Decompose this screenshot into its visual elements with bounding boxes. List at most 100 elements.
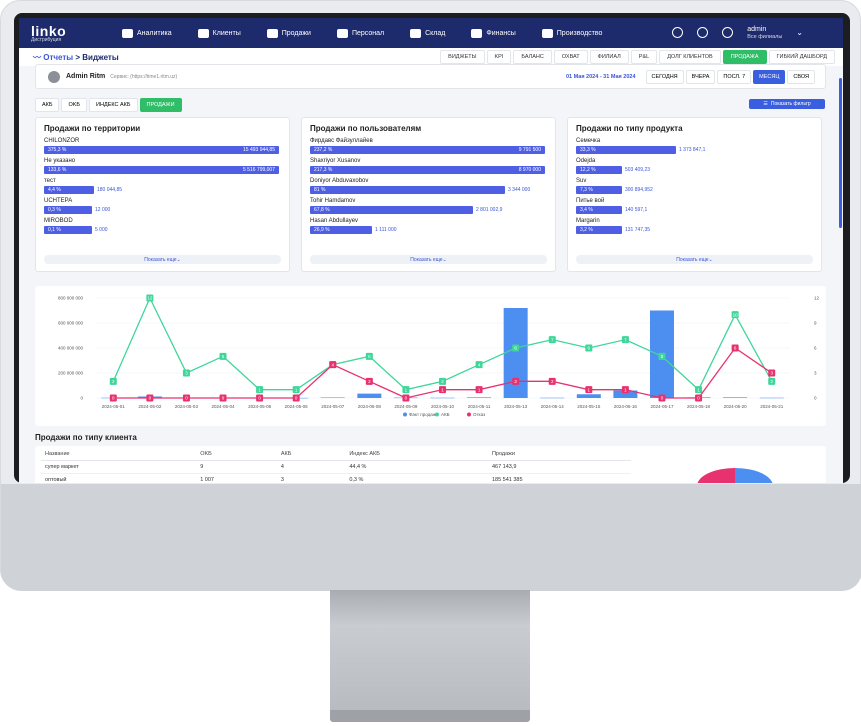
table-header[interactable]: Название [41,448,197,461]
user-icon [722,27,734,39]
show-more-button[interactable]: Показать еще ⌄ [310,255,547,264]
widget-row: Margarin 3,2 % 131 747,35 [576,217,821,237]
period-button-4[interactable]: СВОЯ [787,69,815,84]
widget-row-bar-wrap: 237,2 % 9 791 500 [310,145,555,154]
widget-row: Shaxriyor Xusanov 217,3 % 8 970 000 [310,157,555,177]
show-more-button[interactable]: Показать еще ⌄ [576,255,813,264]
logo[interactable]: linko Дистрибуция [19,24,99,43]
y-left-tick-label: 600 000 000 [58,321,84,326]
metric-tab-0[interactable]: АКБ [35,98,60,112]
widget-row-percent: 375,3 % [48,146,67,153]
data-label: 1 [588,387,591,392]
metric-tab-3[interactable]: ПРОДАЖИ [139,98,182,112]
user-menu[interactable]: admin Все филиалы [747,26,782,40]
widget-row-bar-wrap: 7,3 % 300 894,952 [576,185,821,194]
widget-row-bar-wrap: 3,2 % 131 747,35 [576,225,821,234]
widget-row-percent: 133,6 % [48,166,67,173]
tab-report-5[interactable]: P&L [630,50,658,64]
period-button-3[interactable]: МЕСЯЦ [753,69,786,84]
data-label: 7 [624,337,627,342]
tab-report-4[interactable]: ФИЛИАЛ [589,50,629,64]
show-more-label: Показать еще [144,256,177,263]
data-point [292,386,300,394]
tab-report-6[interactable]: ДОЛГ КЛИЕНТОВ [659,50,721,64]
nav-item-5[interactable]: Финансы [458,18,528,48]
tab-report-1[interactable]: KPI [486,50,512,64]
logo-text: linko [31,22,67,39]
table-cell: 1 007 [196,473,277,483]
nav-item-3[interactable]: Персонал [324,18,397,48]
nav-item-6[interactable]: Производство [529,18,616,48]
data-point [365,377,373,385]
metric-tab-2[interactable]: ИНДЕКС АКБ [89,98,138,112]
data-label: 6 [588,346,591,351]
table-header[interactable]: АКБ [276,448,346,461]
bell-icon[interactable] [672,27,684,39]
x-tick-label: 2024-05-21 [760,404,784,409]
legend-label: Факт продаж [409,412,436,417]
nav-item-2[interactable]: Продажи [254,18,324,48]
table-cell: 9 [196,460,277,474]
nav-item-0[interactable]: Аналитика [109,18,185,48]
data-point [329,361,337,369]
factory-icon [541,28,553,38]
tab-report-0[interactable]: ВИДЖЕТЫ [440,50,485,64]
metric-tab-1[interactable]: OKБ [61,98,88,112]
widget-row-value: 3 344 000 [508,186,531,193]
data-label: 0 [295,396,298,401]
date-range[interactable]: 01 Мая 2024 - 31 Мая 2024 [565,73,636,80]
data-label: 1 [441,387,444,392]
period-button-1[interactable]: ВЧЕРА [685,69,716,84]
pie-slice-red [697,468,735,483]
show-filter-button[interactable]: ☰ Показать фильтр [749,99,825,109]
widget-row-value: 180 044,85 [97,186,123,193]
widget-row: Не указано 133,6 % 5 516 799,007 [44,157,289,177]
data-point [256,386,264,394]
breadcrumb-reports[interactable]: Отчеты [43,52,74,62]
wallet-icon [471,28,483,38]
widget-row-name: MIROBOD [44,218,73,224]
widget-row-bar-wrap: 67,8 % 2 801 002,9 [310,205,555,214]
nav-item-4[interactable]: Склад [397,18,458,48]
widget-row: Tohir Hamdamov 67,8 % 2 801 002,9 [310,197,555,217]
tab-report-2[interactable]: БАЛАНС [513,50,552,64]
chevron-down-icon[interactable]: ⌄ [796,28,803,38]
table-header[interactable]: Индекс АКБ [345,448,488,461]
x-tick-label: 2024-05-07 [321,404,345,409]
data-label: 2 [514,379,517,384]
tab-report-3[interactable]: ОХВАТ [553,50,588,64]
tab-report-7[interactable]: ПРОДАЖА [722,50,767,64]
y-right-tick-label: 12 [814,296,820,301]
data-label: 10 [733,312,739,317]
table-header[interactable]: OKБ [196,448,277,461]
x-tick-label: 2024-05-11 [468,404,491,409]
y-left-tick-label: 800 000 000 [58,296,84,301]
scrollbar[interactable] [839,78,842,228]
widget-row-name: UCHTEPA [44,198,73,204]
show-more-label: Показать еще [676,256,709,263]
data-label: 0 [661,396,664,401]
period-button-2[interactable]: ПОСЛ. 7 [717,69,752,84]
period-button-0[interactable]: СЕГОДНЯ [645,69,684,84]
tab-report-8[interactable]: ГИБКИЙ ДАШБОРД [768,50,835,64]
pie-chart [697,468,773,483]
data-point [402,394,410,402]
widget-row-percent: 12,2 % [580,166,596,173]
nav-item-1[interactable]: Клиенты [185,18,254,48]
show-more-button[interactable]: Показать еще ⌄ [44,255,281,264]
user-card-name: Admin Ritm [66,73,106,80]
widget-row-bar: 81 % [310,185,505,194]
user-card-service: Сервис: (https://time1.ritm.uz) [110,73,178,80]
y-right-tick-label: 0 [814,396,817,401]
widget-row-name: Hasan Abdullayev [310,218,359,224]
bar-mark [357,393,382,398]
table-cell: 3 [276,473,346,483]
data-label: 5 [222,354,225,359]
widget-row-bar: 375,3 % 15 493 944,85 [44,145,279,154]
widget-row-percent: 3,4 % [580,206,593,213]
data-label: 3 [185,371,188,376]
gear-icon[interactable] [697,27,709,39]
table-header[interactable]: Продажи [487,448,631,461]
widget-row-bar: 33,3 % [576,145,676,154]
widget-row-value: 15 493 944,85 [243,146,275,153]
